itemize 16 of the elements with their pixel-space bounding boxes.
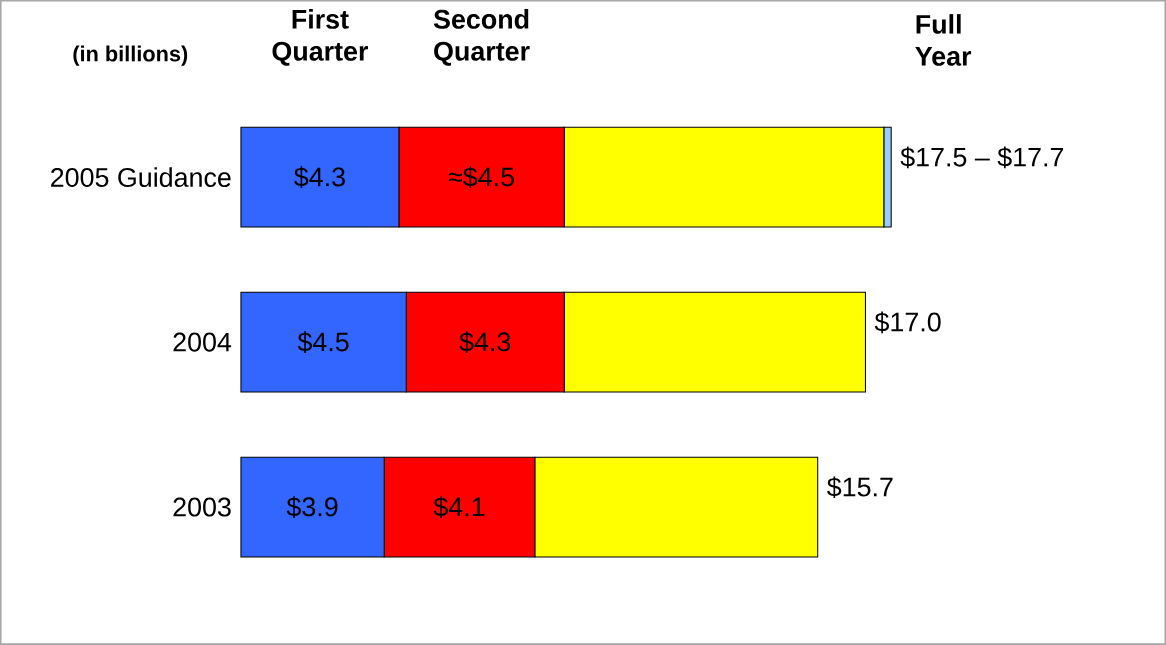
text: Full Year bbox=[915, 14, 972, 66]
y-tick-label: 2004 bbox=[173, 332, 232, 352]
data-label: $4.5 bbox=[297, 331, 349, 353]
y-tick-label: 2003 bbox=[173, 497, 231, 517]
text: Second Quarter bbox=[433, 9, 530, 66]
text: (in billions) bbox=[73, 45, 188, 66]
total-label: $17.5 – $17.7 bbox=[900, 146, 1064, 169]
total-label: $15.7 bbox=[827, 476, 893, 499]
data-label: $3.9 bbox=[286, 496, 338, 518]
y-tick-label: 2005 Guidance bbox=[51, 167, 231, 188]
data-label: $4.1 bbox=[433, 496, 485, 518]
data-label: $4.3 bbox=[459, 331, 511, 353]
total-label: $17.0 bbox=[874, 311, 941, 334]
data-label: $4.3 bbox=[294, 166, 345, 189]
text: First Quarter bbox=[272, 9, 369, 66]
data-label: ≈$4.5 bbox=[448, 166, 514, 189]
